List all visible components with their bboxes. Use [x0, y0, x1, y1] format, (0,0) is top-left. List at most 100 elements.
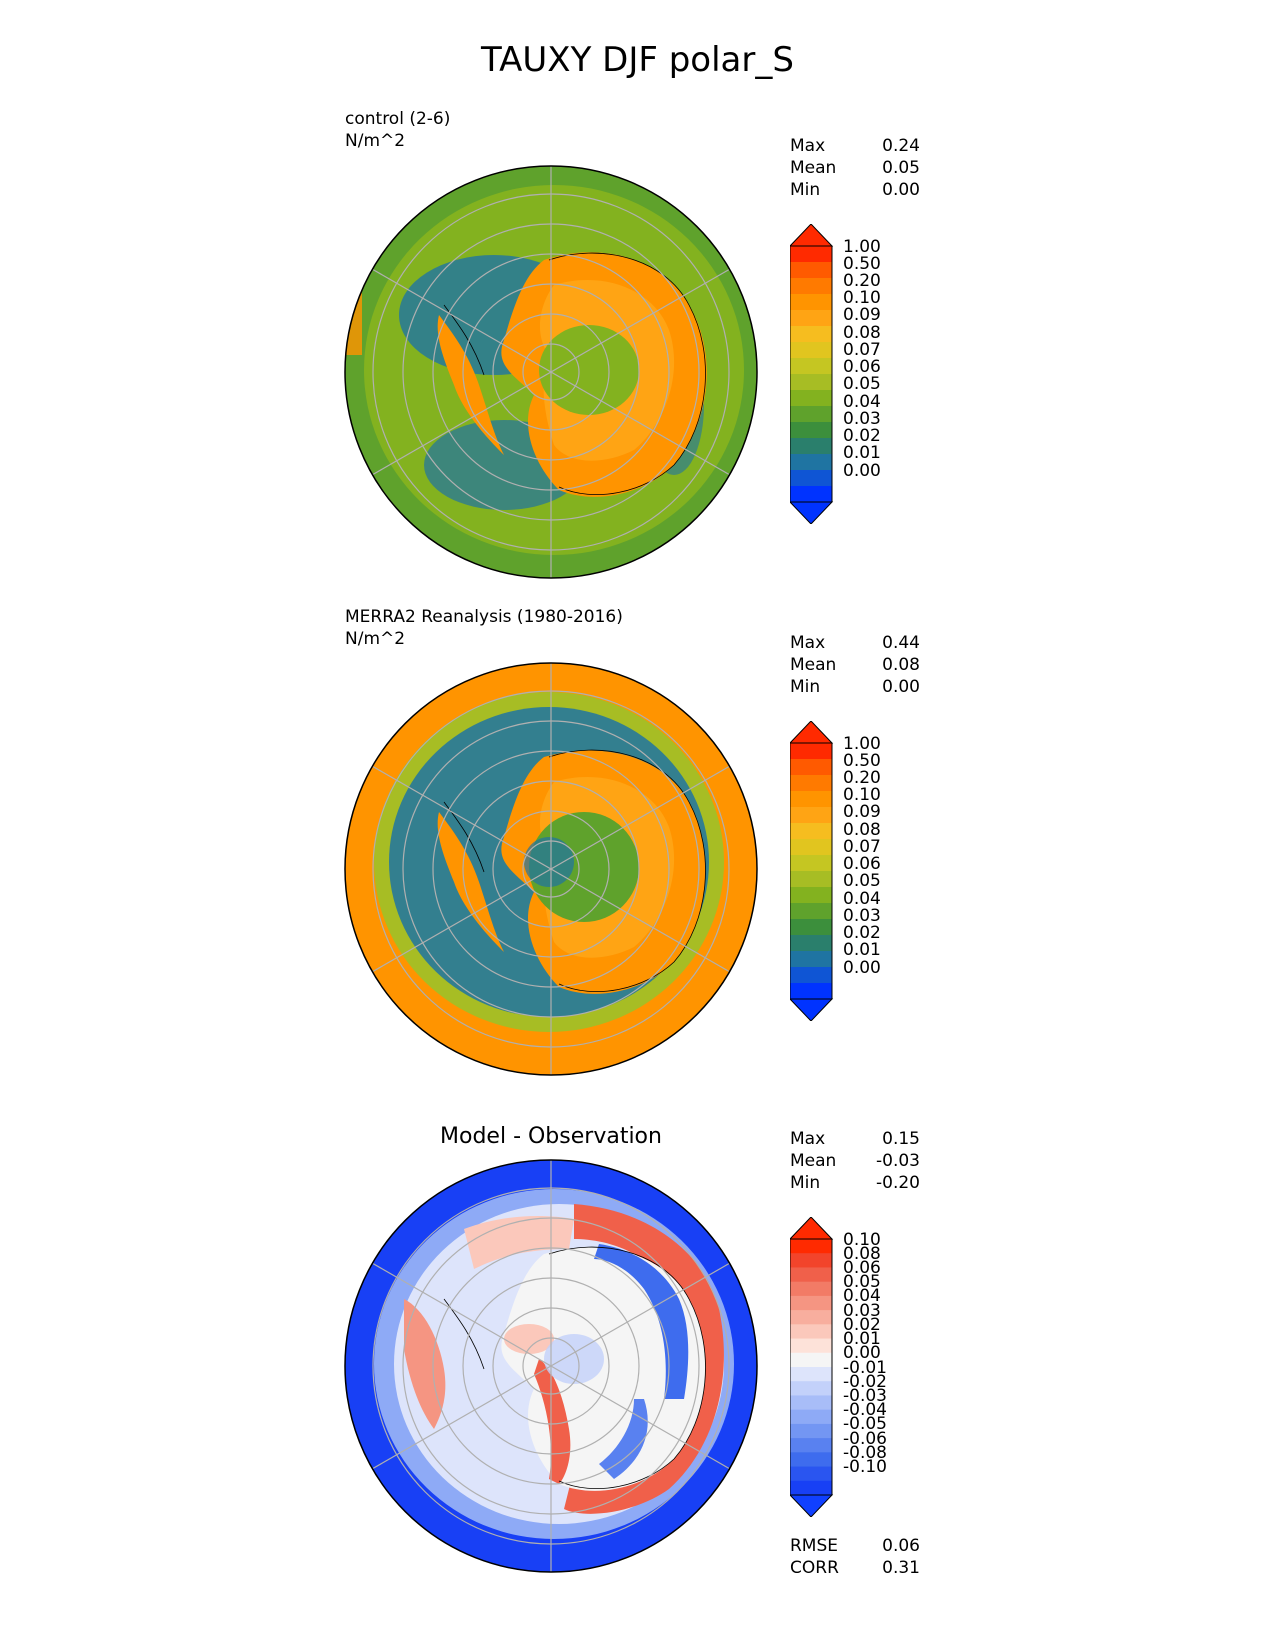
panel1-polar-map [344, 165, 758, 579]
colorbar-segment [790, 486, 832, 503]
min-value: 0.00 [882, 180, 920, 200]
min-label: Min [790, 1173, 821, 1193]
mean-value: 0.05 [882, 158, 920, 178]
max-label: Max [790, 1129, 826, 1149]
colorbar-over-extension [790, 224, 834, 247]
colorbar-segment [790, 935, 832, 952]
colorbar-tick-label: 0.05 [843, 1272, 881, 1293]
corr-label: CORR [790, 1558, 839, 1578]
colorbar-segment [790, 839, 832, 856]
colorbar-tick-label: 1.00 [843, 733, 881, 754]
colorbar-segment [790, 791, 832, 808]
colorbar-tick-label: -0.10 [843, 1457, 887, 1478]
panel1-units: N/m^2 [345, 131, 406, 151]
max-label: Max [790, 633, 826, 653]
colorbar-tick-label: 0.07 [843, 836, 881, 857]
colorbar-segment [790, 438, 832, 455]
colorbar-tick-label: 0.00 [843, 1343, 881, 1364]
colorbar-tick-label: 0.03 [843, 408, 881, 429]
colorbar-segment [790, 1381, 832, 1396]
panel2-stats: Max 0.44 Mean 0.08 Min 0.00 [790, 632, 920, 698]
colorbar-tick-label: 0.01 [843, 443, 881, 464]
colorbar-tick-label: 0.03 [843, 1300, 881, 1321]
rmse-label: RMSE [790, 1536, 839, 1556]
colorbar-tick-label: 0.08 [843, 819, 881, 840]
colorbar-tick-label: 0.20 [843, 767, 881, 788]
colorbar-tick-label: -0.03 [843, 1385, 887, 1406]
colorbar-border [790, 742, 833, 1000]
graticule [371, 663, 731, 1075]
colorbar-segment [790, 454, 832, 471]
panel3-extra-stats: RMSE 0.06 CORR 0.31 [790, 1535, 920, 1579]
colorbar-segment [790, 807, 832, 824]
colorbar-tick-label: 0.02 [843, 426, 881, 447]
colorbar-tick-label: 0.10 [843, 288, 881, 309]
colorbar-tick-label: 0.05 [843, 374, 881, 395]
colorbar-tick-label: -0.01 [843, 1357, 887, 1378]
colorbar-tick-label: 0.10 [843, 785, 881, 806]
colorbar-segment [790, 1310, 832, 1325]
colorbar-segment [790, 903, 832, 920]
colorbar-segment [790, 1367, 832, 1382]
panel2-polar-map [344, 662, 758, 1076]
max-value: 0.15 [882, 1129, 920, 1149]
colorbar-tick-label: 0.01 [843, 1329, 881, 1350]
colorbar-segment [790, 358, 832, 375]
colorbar-tick-label: 0.09 [843, 305, 881, 326]
colorbar-border [790, 1238, 833, 1496]
colorbar-under-extension [790, 998, 834, 1021]
panel2-units: N/m^2 [345, 629, 406, 649]
colorbar-tick-label: 0.06 [843, 1257, 881, 1278]
colorbar-segment [790, 1409, 832, 1425]
colorbar-segment [790, 1480, 832, 1496]
colorbar-segment [790, 1281, 832, 1297]
colorbar-tick-label: 0.06 [843, 357, 881, 378]
mean-label: Mean [790, 655, 837, 675]
colorbar-segment [790, 823, 832, 840]
colorbar-segment [790, 1239, 832, 1254]
colorbar-tick-label: 0.04 [843, 888, 881, 909]
colorbar-segment [790, 983, 832, 1000]
colorbar-segment [790, 951, 832, 968]
mean-value: 0.08 [882, 655, 920, 675]
colorbar-tick-label: -0.04 [843, 1400, 887, 1421]
colorbar-tick-label: 0.02 [843, 923, 881, 944]
colorbar-over-extension [790, 721, 834, 744]
colorbar-tick-label: -0.02 [843, 1371, 887, 1392]
colorbar-tick-label: 0.09 [843, 802, 881, 823]
colorbar-tick-label: 0.07 [843, 339, 881, 360]
colorbar-segment [790, 1338, 832, 1354]
colorbar-tick-label: 0.04 [843, 1286, 881, 1307]
mean-label: Mean [790, 1151, 837, 1171]
panel2-label: MERRA2 Reanalysis (1980-2016) N/m^2 [345, 606, 623, 650]
graticule [371, 1160, 731, 1572]
colorbar-tick-label: 0.03 [843, 905, 881, 926]
colorbar-segment [790, 470, 832, 487]
colorbar-under-extension [790, 501, 834, 524]
min-value: -0.20 [876, 1173, 920, 1193]
colorbar-tick-label: 0.50 [843, 750, 881, 771]
panel1-stats: Max 0.24 Mean 0.05 Min 0.00 [790, 135, 920, 201]
max-value: 0.24 [882, 136, 920, 156]
colorbar-tick-label: -0.06 [843, 1428, 887, 1449]
colorbar-segment [790, 1466, 832, 1482]
colorbar-segment [790, 294, 832, 311]
max-value: 0.44 [882, 633, 920, 653]
colorbar-tick-label: 0.02 [843, 1314, 881, 1335]
max-label: Max [790, 136, 826, 156]
colorbar-segment [790, 342, 832, 359]
colorbar-tick-label: 0.06 [843, 854, 881, 875]
colorbar-segment [790, 1324, 832, 1340]
colorbar-tick-label: -0.08 [843, 1442, 887, 1463]
colorbar-segment [790, 1295, 832, 1311]
colorbar-segment [790, 310, 832, 327]
colorbar-segment [790, 278, 832, 295]
colorbar-segment [790, 871, 832, 888]
colorbar-segment [790, 1253, 832, 1268]
colorbar-tick-label: 0.10 [843, 1229, 881, 1250]
colorbar-segment [790, 262, 832, 279]
panel1-label-line1: control (2-6) [345, 109, 451, 129]
colorbar-segment [790, 1423, 832, 1439]
panel2-label-line1: MERRA2 Reanalysis (1980-2016) [345, 607, 623, 627]
colorbar-segment [790, 855, 832, 872]
